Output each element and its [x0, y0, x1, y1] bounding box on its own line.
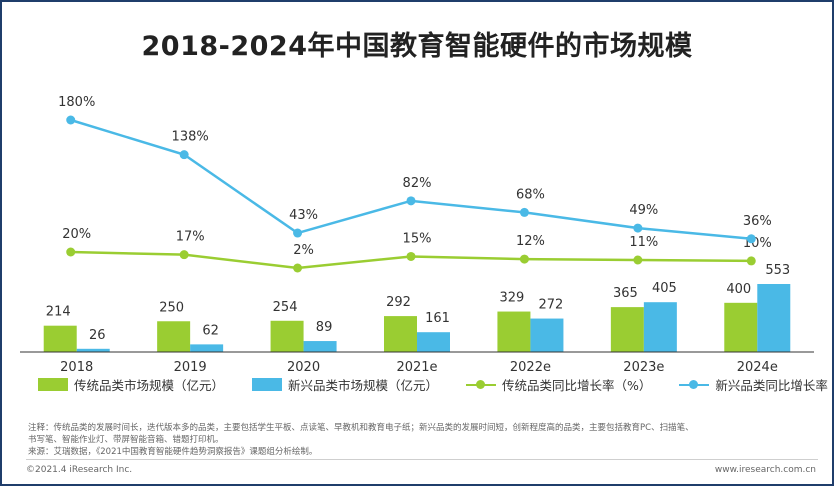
- bar-label-traditional-2022e: 329: [500, 291, 525, 306]
- bar-emerging-2021e: [417, 332, 450, 352]
- point-traditional-2024e: [746, 256, 756, 266]
- point-emerging-2024e: [746, 234, 756, 244]
- chart-notes: 注释：传统品类的发展时间长，迭代版本多的品类，主要包括学生平板、点读笔、早教机和…: [28, 422, 818, 458]
- x-tick-2024e: 2024e: [737, 360, 778, 374]
- legend-swatch-traditional-bar: [38, 378, 68, 391]
- bar-emerging-2024e: [757, 284, 791, 352]
- bar-traditional-2022e: [497, 311, 531, 352]
- bar-traditional-2020: [270, 320, 304, 352]
- point-label-emerging-2019: 138%: [172, 130, 209, 145]
- legend-item-traditional-line: 传统品类同比增长率（%）: [466, 375, 651, 394]
- bar-traditional-2023e: [610, 307, 644, 352]
- bar-label-traditional-2021e: 292: [386, 295, 411, 310]
- point-traditional-2019: [179, 250, 189, 260]
- chart-legend: 传统品类市场规模（亿元） 新兴品类市场规模（亿元） 传统品类同比增长率（%） 新…: [38, 375, 834, 394]
- point-label-traditional-2020: 2%: [293, 243, 314, 258]
- copyright-text: ©2021.4 iResearch Inc.: [26, 465, 133, 475]
- bar-label-emerging-2022e: 272: [539, 298, 564, 313]
- point-emerging-2019: [179, 150, 189, 160]
- legend-item-traditional-bar: 传统品类市场规模（亿元）: [38, 375, 224, 394]
- chart-plot: 214 26 2018 250 62 2019 254 89 2020 292 161 2021e 32…: [20, 95, 814, 374]
- bar-label-emerging-2024e: 553: [765, 263, 790, 278]
- note-source: 来源：艾瑞数据，《2021中国教育智能硬件趋势洞察报告》课题组分析绘制。: [28, 447, 318, 457]
- point-emerging-2020: [293, 228, 303, 238]
- chart-title: 2018-2024年中国教育智能硬件的市场规模: [141, 31, 693, 62]
- bar-label-traditional-2023e: 365: [613, 286, 638, 301]
- point-label-emerging-2023e: 49%: [629, 203, 658, 218]
- point-traditional-2021e: [406, 251, 416, 261]
- bar-label-emerging-2020: 89: [316, 320, 333, 335]
- bar-label-emerging-2021e: 161: [425, 311, 450, 326]
- note-line-2: 书写笔、智能作业灯、带屏智能音箱、错题打印机。: [28, 435, 224, 445]
- legend-swatch-emerging-bar: [252, 378, 283, 391]
- x-tick-2021e: 2021e: [396, 360, 437, 374]
- bar-label-traditional-2019: 250: [159, 300, 184, 315]
- bar-emerging-2022e: [530, 318, 564, 352]
- point-label-traditional-2023e: 11%: [629, 235, 658, 250]
- legend-item-emerging-line: 新兴品类同比增长率（%）: [679, 375, 834, 394]
- bar-label-emerging-2023e: 405: [652, 281, 677, 296]
- bar-emerging-2020: [303, 341, 337, 352]
- point-label-emerging-2020: 43%: [289, 208, 318, 223]
- bar-label-traditional-2024e: 400: [726, 282, 751, 297]
- legend-swatch-traditional-line: [466, 378, 497, 391]
- point-label-emerging-2021e: 82%: [403, 176, 432, 191]
- point-label-emerging-2018: 180%: [58, 95, 95, 110]
- point-traditional-2020: [293, 263, 303, 273]
- legend-label-traditional-bar: 传统品类市场规模（亿元）: [74, 378, 225, 393]
- footer: ©2021.4 iResearch Inc. www.iresearch.com…: [26, 465, 816, 475]
- bar-label-emerging-2019: 62: [202, 323, 219, 338]
- bar-emerging-2018: [76, 348, 110, 352]
- bar-traditional-2024e: [724, 302, 758, 352]
- legend-label-emerging-bar: 新兴品类市场规模（亿元）: [288, 378, 439, 393]
- point-traditional-2018: [66, 247, 76, 257]
- note-line-1: 注释：传统品类的发展时间长，迭代版本多的品类，主要包括学生平板、点读笔、早教机和…: [28, 423, 694, 433]
- x-tick-2020: 2020: [287, 360, 320, 374]
- point-emerging-2023e: [633, 223, 643, 233]
- x-tick-2019: 2019: [174, 360, 207, 374]
- x-tick-2018: 2018: [60, 360, 93, 374]
- legend-item-emerging-bar: 新兴品类市场规模（亿元）: [252, 375, 438, 394]
- point-traditional-2023e: [633, 255, 643, 265]
- bar-traditional-2019: [157, 321, 191, 352]
- legend-label-emerging-line: 新兴品类同比增长率（%）: [715, 378, 834, 393]
- bar-traditional-2021e: [384, 316, 417, 352]
- point-label-emerging-2024e: 36%: [743, 214, 772, 229]
- point-emerging-2021e: [406, 196, 416, 206]
- bar-traditional-2018: [43, 325, 77, 352]
- footer-divider: [26, 459, 818, 460]
- bar-emerging-2019: [190, 344, 224, 352]
- bar-label-emerging-2018: 26: [89, 328, 106, 343]
- point-traditional-2022e: [519, 254, 529, 264]
- point-label-traditional-2018: 20%: [62, 227, 91, 242]
- x-tick-2023e: 2023e: [623, 360, 664, 374]
- bar-label-traditional-2020: 254: [273, 300, 298, 315]
- point-label-emerging-2022e: 68%: [516, 187, 545, 202]
- point-emerging-2022e: [519, 207, 529, 217]
- point-emerging-2018: [66, 115, 76, 125]
- legend-label-traditional-line: 传统品类同比增长率（%）: [502, 378, 652, 393]
- bar-emerging-2023e: [643, 302, 677, 352]
- point-label-traditional-2021e: 15%: [403, 231, 432, 246]
- website-text: www.iresearch.com.cn: [714, 465, 816, 475]
- point-label-traditional-2019: 17%: [176, 230, 205, 245]
- legend-swatch-emerging-line: [679, 378, 710, 391]
- bar-label-traditional-2018: 214: [46, 305, 71, 320]
- x-tick-2022e: 2022e: [510, 360, 551, 374]
- point-label-traditional-2022e: 12%: [516, 234, 545, 249]
